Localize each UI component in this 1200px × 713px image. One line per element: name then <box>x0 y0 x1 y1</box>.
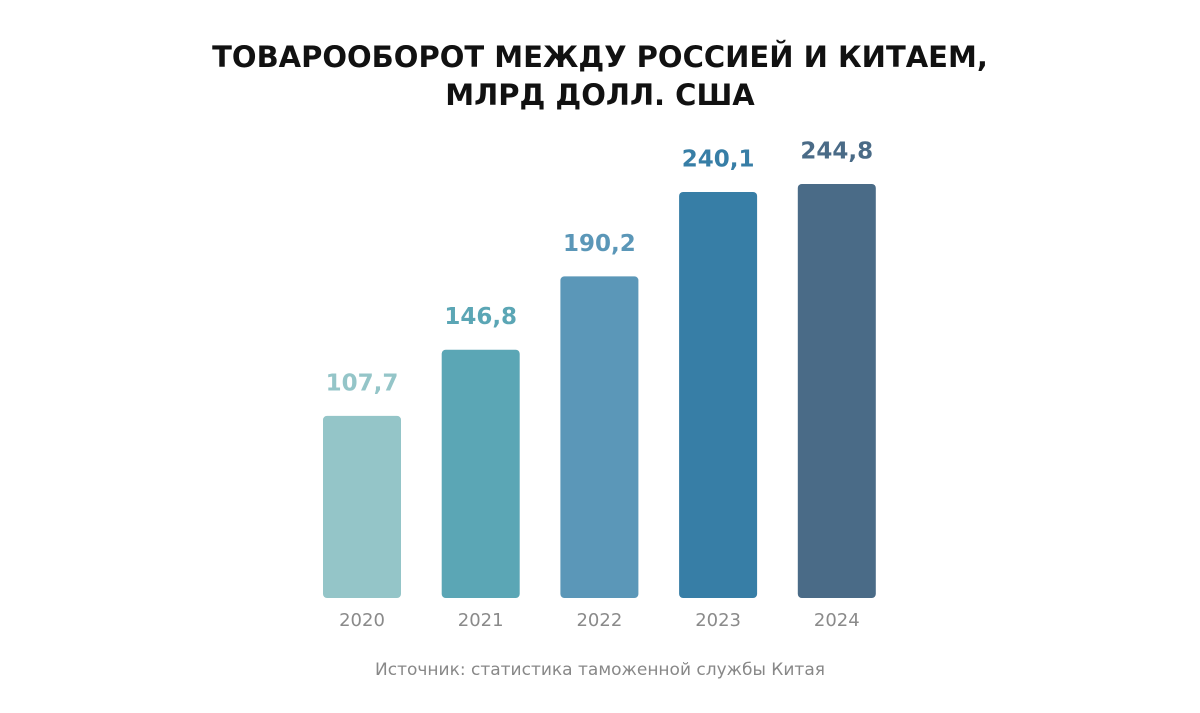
bar <box>560 276 639 598</box>
value-label: 146,8 <box>444 304 517 330</box>
x-tick-label: 2023 <box>695 610 741 631</box>
x-tick-label: 2024 <box>814 610 860 631</box>
x-tick-label: 2020 <box>339 610 385 631</box>
source-note: Источник: статистика таможенной службы К… <box>375 660 825 680</box>
bar <box>441 349 520 598</box>
value-label: 190,2 <box>563 231 636 257</box>
bar <box>797 184 876 598</box>
value-label: 244,8 <box>800 139 873 165</box>
chart-title: ТОВАРООБОРОТ МЕЖДУ РОССИЕЙ И КИТАЕМ, МЛР… <box>212 40 988 112</box>
value-label: 240,1 <box>682 146 755 172</box>
x-tick-label: 2021 <box>458 610 504 631</box>
bar <box>323 415 401 598</box>
bar <box>679 191 758 598</box>
x-tick-label: 2022 <box>576 610 622 631</box>
value-label: 107,7 <box>326 370 399 396</box>
